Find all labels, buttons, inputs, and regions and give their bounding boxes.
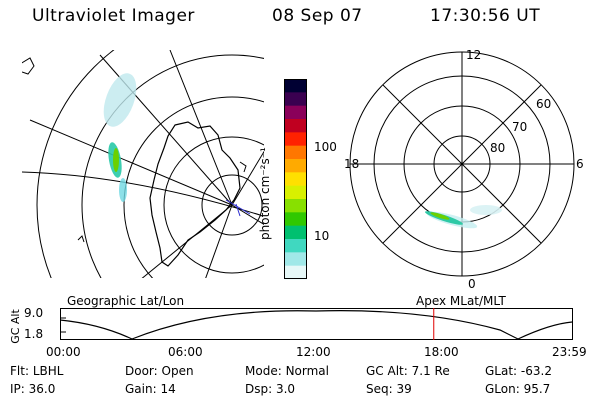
polar-label-right: 6 — [576, 157, 584, 171]
colorbar-stop — [284, 105, 307, 120]
status-row1-item3: GC Alt: 7.1 Re — [366, 364, 450, 378]
status-row2-item1: Gain: 14 — [125, 382, 176, 396]
time-tick-1800: 18:00 — [424, 345, 459, 359]
polar-plot — [349, 51, 575, 277]
status-row1-item4: GLat: -63.2 — [485, 364, 552, 378]
colorbar-stop — [284, 79, 307, 93]
gc-alt-axis-label: GC Alt — [8, 309, 22, 344]
status-row2-item2: Dsp: 3.0 — [245, 382, 296, 396]
app-title: Ultraviolet Imager — [32, 6, 195, 26]
polar-lat-60: 60 — [536, 97, 552, 111]
time-tick-0600: 06:00 — [168, 345, 203, 359]
colorbar-unit-label: photon cm⁻²s⁻¹ — [258, 147, 272, 240]
status-row1-item0: Flt: LBHL — [10, 364, 64, 378]
colorbar-stop — [284, 185, 307, 200]
time-tick-0000: 00:00 — [46, 345, 81, 359]
colorbar-stop — [284, 159, 307, 173]
status-row1-item2: Mode: Normal — [245, 364, 329, 378]
apex-label: Apex MLat/MLT — [416, 294, 506, 308]
colorbar-stop — [284, 199, 307, 213]
status-row2-item0: IP: 36.0 — [10, 382, 56, 396]
polar-label-bottom: 0 — [468, 277, 476, 291]
polar-lat-70: 70 — [512, 120, 528, 134]
colorbar-stop — [284, 172, 307, 187]
time-tick-1200: 12:00 — [296, 345, 331, 359]
alt-tick-9: 9.0 — [24, 306, 44, 320]
altitude-panel — [60, 308, 573, 340]
colorbar-tick-100: 100 — [314, 140, 337, 154]
status-row1-item1: Door: Open — [125, 364, 194, 378]
colorbar-stop — [284, 252, 307, 267]
header-date: 08 Sep 07 — [272, 6, 363, 26]
polar-lat-80: 80 — [490, 141, 506, 155]
time-tick-2359: 23:59 — [552, 345, 587, 359]
alt-tick-1-8: 1.8 — [24, 327, 44, 341]
colorbar-stop — [284, 145, 307, 160]
colorbar-tick-10: 10 — [314, 229, 330, 243]
status-row2-item3: Seq: 39 — [366, 382, 412, 396]
header-time: 17:30:56 UT — [430, 6, 541, 26]
colorbar-stop — [284, 132, 307, 147]
colorbar-stop — [284, 119, 307, 133]
colorbar-stop — [284, 92, 307, 107]
polar-label-top: 12 — [466, 48, 482, 62]
colorbar — [284, 79, 307, 280]
colorbar-stop — [284, 239, 307, 253]
colorbar-stop — [284, 265, 307, 280]
colorbar-stop — [284, 212, 307, 227]
geographic-label: Geographic Lat/Lon — [67, 294, 185, 308]
colorbar-stop — [284, 225, 307, 240]
status-row2-item4: GLon: 95.7 — [485, 382, 551, 396]
polar-label-left: 18 — [344, 157, 360, 171]
